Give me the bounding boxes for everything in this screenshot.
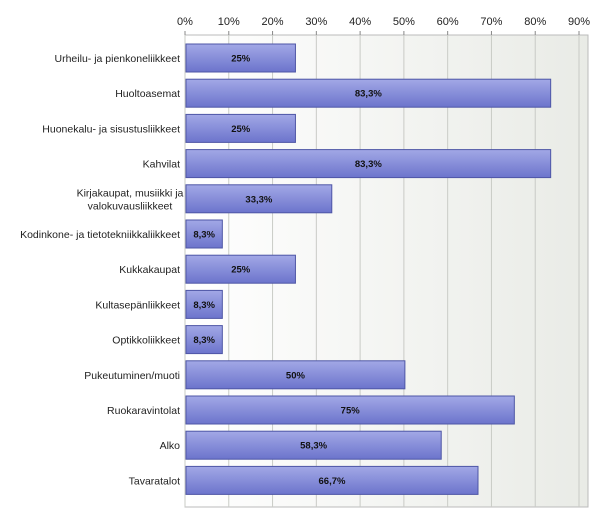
bar xyxy=(185,465,479,495)
category-label: Huoltoasemat xyxy=(115,88,180,100)
x-tick-label: 20% xyxy=(262,16,284,28)
bar-value-label: 58,3% xyxy=(300,441,327,452)
x-tick-label: 40% xyxy=(349,16,371,28)
bar-value-label: 75% xyxy=(341,406,361,417)
bar xyxy=(185,78,552,108)
category-label: Kahvilat xyxy=(143,159,180,171)
bar xyxy=(185,254,296,284)
category-label: Kodinkone- ja tietotekniikkaliikkeet xyxy=(20,229,180,241)
category-label: Kultasepänliikkeet xyxy=(95,299,180,311)
bar-value-label: 25% xyxy=(231,54,251,65)
x-tick-label: 0% xyxy=(177,16,193,28)
category-label: Kirjakaupat, musiikki ja valokuvausliikke… xyxy=(77,187,184,212)
bar xyxy=(185,289,223,319)
bar xyxy=(185,360,406,390)
x-tick-label: 30% xyxy=(305,16,327,28)
category-label: Optikkoliikkeet xyxy=(112,335,180,347)
x-tick-label: 50% xyxy=(393,16,415,28)
x-tick-label: 60% xyxy=(437,16,459,28)
bar-value-label: 8,3% xyxy=(193,230,215,241)
bar xyxy=(185,184,333,214)
bar-value-label: 83,3% xyxy=(355,159,382,170)
bar xyxy=(185,430,442,460)
bar-value-label: 25% xyxy=(231,265,251,276)
bar-value-label: 50% xyxy=(286,370,306,381)
category-label: Tavaratalot xyxy=(129,475,180,487)
bar-value-label: 83,3% xyxy=(355,89,382,100)
bar xyxy=(185,149,552,179)
category-label: Alko xyxy=(160,440,181,452)
bar xyxy=(185,43,296,73)
bar xyxy=(185,219,223,249)
bar-value-label: 8,3% xyxy=(193,300,215,311)
bar xyxy=(185,113,296,143)
bar-value-label: 8,3% xyxy=(193,335,215,346)
category-label: Kukkakaupat xyxy=(119,264,180,276)
bar-value-label: 66,7% xyxy=(319,476,346,487)
bar xyxy=(185,395,515,425)
category-label: Pukeutuminen/muoti xyxy=(84,370,180,382)
x-tick-label: 70% xyxy=(480,16,502,28)
category-label: Ruokaravintolat xyxy=(107,405,180,417)
bar-value-label: 33,3% xyxy=(245,194,272,205)
x-tick-label: 90% xyxy=(568,16,590,28)
bar xyxy=(185,325,223,355)
category-label: Huonekalu- ja sisustusliikkeet xyxy=(42,123,180,135)
bar-value-label: 25% xyxy=(231,124,251,135)
x-tick-label: 80% xyxy=(524,16,546,28)
x-tick-label: 10% xyxy=(218,16,240,28)
category-label: Urheilu- ja pienkoneliikkeet xyxy=(55,53,181,65)
